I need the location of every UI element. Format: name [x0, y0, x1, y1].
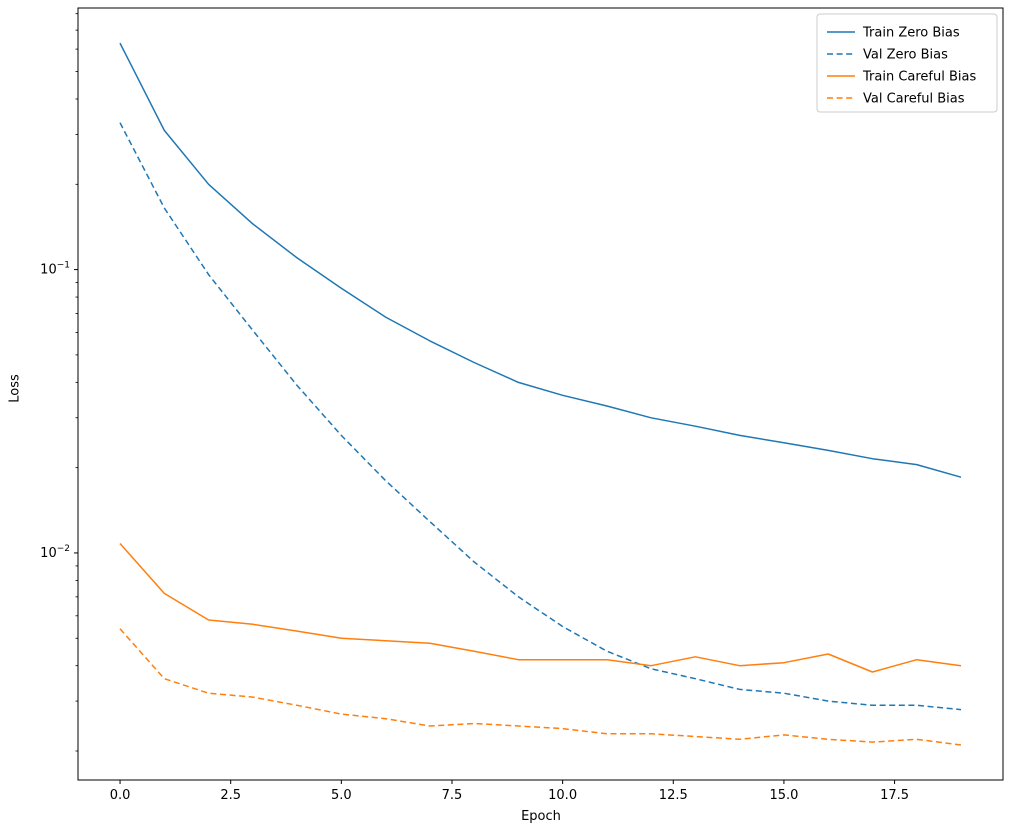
x-tick-label: 0.0	[110, 788, 131, 803]
series-line-train-careful-bias	[119, 543, 962, 673]
x-tick-label: 5.0	[331, 788, 352, 803]
series-line-val-zero-bias	[119, 122, 962, 711]
legend-box	[816, 13, 998, 113]
x-tick-label: 15.0	[769, 788, 798, 803]
legend-label-train-careful-bias: Train Careful Bias	[862, 70, 976, 85]
legend-label-train-zero-bias: Train Zero Bias	[862, 26, 960, 41]
plot-frame	[77, 7, 1004, 781]
series-line-val-careful-bias	[119, 628, 962, 746]
y-tick-label: 10−2	[40, 544, 70, 561]
x-tick-label: 17.5	[880, 788, 909, 803]
y-axis-label: Loss	[7, 374, 23, 403]
x-tick-label: 12.5	[659, 788, 688, 803]
series-line-train-zero-bias	[119, 42, 962, 478]
x-tick-label: 2.5	[220, 788, 241, 803]
x-tick-label: 10.0	[548, 788, 577, 803]
legend: Train Zero Bias Val Zero Bias Train Carefu…	[816, 13, 998, 113]
legend-label-val-careful-bias: Val Careful Bias	[863, 92, 965, 107]
y-tick-label: 10−1	[40, 261, 70, 278]
legend-label-val-zero-bias: Val Zero Bias	[863, 48, 948, 63]
x-axis-label: Epoch	[521, 809, 561, 824]
x-tick-label: 7.5	[442, 788, 463, 803]
